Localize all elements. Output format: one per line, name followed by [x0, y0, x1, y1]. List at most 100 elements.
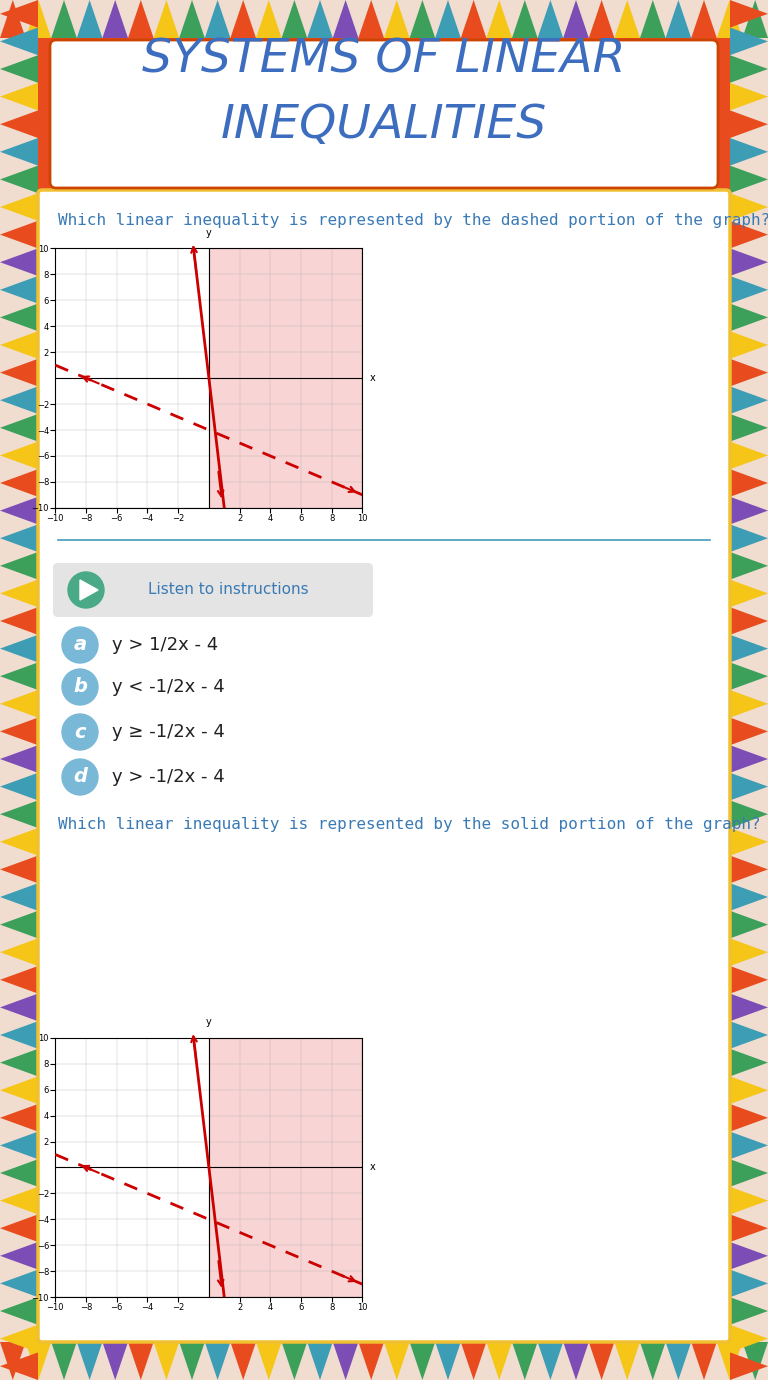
Polygon shape [730, 166, 768, 193]
Polygon shape [435, 1341, 461, 1380]
Text: SYSTEMS OF LINEAR: SYSTEMS OF LINEAR [142, 37, 626, 83]
Polygon shape [205, 0, 230, 39]
Polygon shape [640, 1341, 666, 1380]
Polygon shape [666, 1341, 691, 1380]
Polygon shape [51, 1341, 77, 1380]
Polygon shape [0, 994, 38, 1021]
FancyBboxPatch shape [53, 563, 373, 617]
Polygon shape [691, 0, 717, 39]
Polygon shape [730, 110, 768, 138]
Polygon shape [730, 911, 768, 938]
Polygon shape [730, 718, 768, 745]
Polygon shape [730, 607, 768, 635]
Polygon shape [730, 331, 768, 359]
Polygon shape [0, 718, 38, 745]
Polygon shape [0, 386, 38, 414]
Polygon shape [730, 193, 768, 221]
Polygon shape [25, 0, 51, 39]
Polygon shape [0, 28, 38, 55]
Text: a: a [74, 636, 87, 654]
Polygon shape [614, 1341, 640, 1380]
Polygon shape [743, 0, 768, 39]
Polygon shape [0, 1325, 38, 1352]
Polygon shape [0, 0, 25, 39]
Polygon shape [333, 0, 359, 39]
Polygon shape [0, 1214, 38, 1242]
Polygon shape [730, 662, 768, 690]
Polygon shape [730, 580, 768, 607]
Polygon shape [0, 524, 38, 552]
Polygon shape [730, 28, 768, 55]
Polygon shape [614, 0, 640, 39]
Polygon shape [0, 607, 38, 635]
Polygon shape [409, 1341, 435, 1380]
Polygon shape [486, 1341, 512, 1380]
Polygon shape [0, 469, 38, 497]
Polygon shape [730, 1214, 768, 1242]
Polygon shape [0, 1352, 38, 1380]
Polygon shape [0, 1159, 38, 1187]
Polygon shape [0, 883, 38, 911]
Polygon shape [730, 883, 768, 911]
Polygon shape [0, 552, 38, 580]
Polygon shape [730, 690, 768, 718]
Text: y > 1/2x - 4: y > 1/2x - 4 [112, 636, 218, 654]
Polygon shape [730, 1270, 768, 1297]
Polygon shape [730, 414, 768, 442]
Polygon shape [409, 0, 435, 39]
Polygon shape [0, 773, 38, 800]
Polygon shape [512, 1341, 538, 1380]
Polygon shape [730, 800, 768, 828]
Polygon shape [256, 1341, 282, 1380]
Polygon shape [486, 0, 512, 39]
Polygon shape [0, 1132, 38, 1159]
Polygon shape [730, 248, 768, 276]
Polygon shape [730, 1187, 768, 1214]
Polygon shape [80, 580, 98, 600]
Polygon shape [0, 55, 38, 83]
Text: INEQUALITIES: INEQUALITIES [221, 102, 547, 148]
Polygon shape [205, 1341, 230, 1380]
Polygon shape [0, 497, 38, 524]
Polygon shape [0, 966, 38, 994]
Polygon shape [0, 635, 38, 662]
Polygon shape [0, 1049, 38, 1076]
Polygon shape [77, 0, 102, 39]
Polygon shape [730, 359, 768, 386]
Polygon shape [307, 1341, 333, 1380]
Polygon shape [730, 524, 768, 552]
FancyBboxPatch shape [50, 40, 718, 188]
Polygon shape [461, 0, 486, 39]
Polygon shape [0, 690, 38, 718]
Polygon shape [730, 83, 768, 110]
Text: y: y [206, 228, 212, 237]
Polygon shape [589, 1341, 614, 1380]
Polygon shape [0, 580, 38, 607]
Circle shape [62, 759, 98, 795]
Bar [38, 39, 730, 190]
Polygon shape [0, 359, 38, 386]
Polygon shape [743, 1341, 768, 1380]
Polygon shape [730, 304, 768, 331]
Polygon shape [0, 166, 38, 193]
Polygon shape [0, 276, 38, 304]
Polygon shape [384, 0, 409, 39]
Polygon shape [691, 1341, 717, 1380]
Polygon shape [730, 386, 768, 414]
Polygon shape [0, 1341, 25, 1380]
Polygon shape [730, 1352, 768, 1380]
Polygon shape [730, 745, 768, 773]
Polygon shape [0, 110, 38, 138]
Polygon shape [0, 856, 38, 883]
Polygon shape [0, 828, 38, 856]
Polygon shape [461, 1341, 486, 1380]
Polygon shape [563, 0, 589, 39]
Polygon shape [0, 304, 38, 331]
Polygon shape [102, 0, 128, 39]
Polygon shape [730, 773, 768, 800]
Polygon shape [717, 1341, 743, 1380]
Polygon shape [0, 938, 38, 966]
Polygon shape [0, 221, 38, 248]
Polygon shape [0, 1270, 38, 1297]
Polygon shape [282, 1341, 307, 1380]
